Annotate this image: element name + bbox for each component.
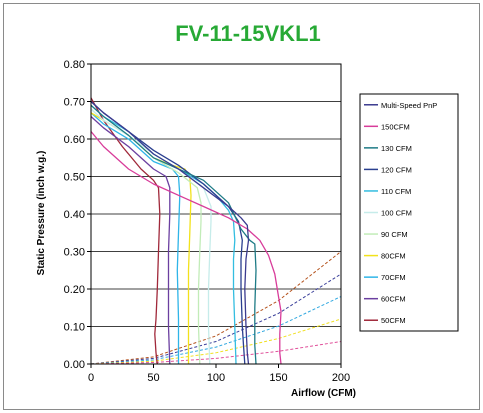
x-tick-label: 200	[332, 372, 350, 384]
series-line	[90, 131, 282, 365]
y-tick-label: 0.10	[64, 322, 85, 334]
system-curve	[90, 273, 342, 365]
legend-label: 150CFM	[381, 122, 410, 131]
series-lines	[90, 97, 282, 365]
y-tick-label: 0.40	[64, 209, 85, 221]
grid	[91, 101, 341, 327]
series-line	[90, 97, 161, 365]
legend-label: Multi-Speed PnP	[381, 101, 437, 110]
y-tick-label: 0.50	[64, 172, 85, 184]
system-curve	[90, 251, 342, 365]
system-curve	[90, 341, 342, 365]
series-line	[90, 116, 171, 365]
y-tick-label: 0.80	[64, 59, 85, 71]
series-line	[90, 112, 181, 364]
system-curves	[90, 251, 342, 365]
chart-title: FV-11-15VKL1	[175, 21, 321, 46]
series-line	[90, 104, 257, 365]
legend-label: 100 CFM	[381, 209, 412, 218]
x-tick-label: 50	[147, 372, 159, 384]
x-tick-label: 150	[269, 372, 287, 384]
y-tick-label: 0.70	[64, 97, 85, 109]
y-tick-label: 0.20	[64, 284, 85, 296]
legend-label: 50CFM	[381, 316, 406, 325]
x-tick-label: 100	[207, 372, 225, 384]
legend-label: 60CFM	[381, 295, 406, 304]
axis-ticks: 0.00 0.10 0.20 0.30 0.40 0.50 0.60 0.70 0.80 0 50 1…	[64, 59, 351, 384]
legend-label: 90 CFM	[381, 230, 408, 239]
legend-label: 70CFM	[381, 273, 406, 282]
y-tick-label: 0.00	[64, 359, 85, 371]
legend: Multi-Speed PnP 150CFM 130 CFM 120 CFM 110 C…	[359, 93, 459, 332]
series-line	[90, 108, 212, 365]
legend-label: 110 CFM	[381, 187, 411, 196]
series-line	[90, 104, 237, 365]
series-line	[90, 101, 250, 365]
y-axis-label: Static Pressure (inch w.g.)	[36, 151, 47, 276]
y-tick-label: 0.60	[64, 134, 85, 146]
legend-label: 80CFM	[381, 252, 406, 261]
x-tick-label: 0	[88, 372, 94, 384]
x-axis-label: Airflow (CFM)	[291, 388, 356, 399]
legend-label: 120 CFM	[381, 165, 412, 174]
system-curve	[90, 296, 342, 365]
y-tick-label: 0.30	[64, 247, 85, 259]
legend-label: 130 CFM	[381, 144, 412, 153]
system-curve	[90, 318, 342, 365]
